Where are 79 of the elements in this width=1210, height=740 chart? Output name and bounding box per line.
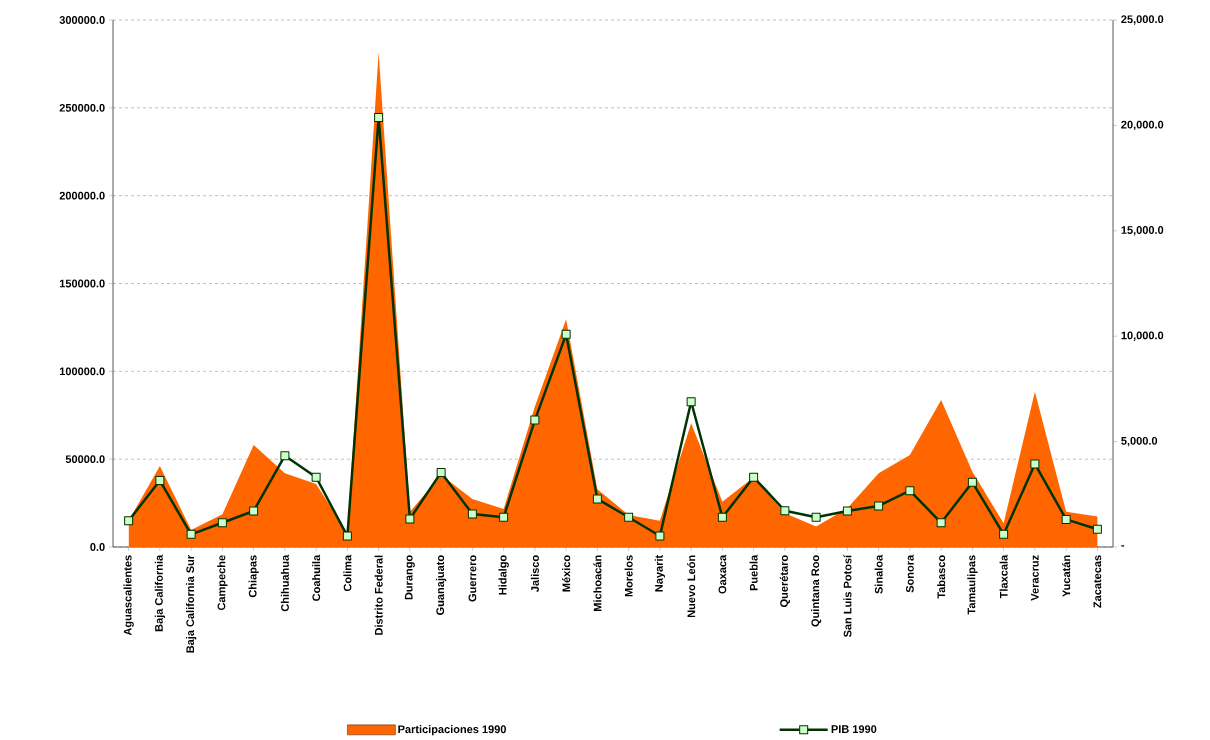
x-tick-label: México [562,555,571,592]
point [780,506,790,516]
point [561,329,571,339]
point [749,472,759,482]
point [655,531,665,541]
x-tick-label: Sonora [906,554,914,593]
point [217,518,227,528]
x-tick-label: Morelos [624,555,633,597]
x-tick-label: Chihuahua [280,554,289,612]
point [936,518,946,528]
x-tick-label: Jalisco [530,555,539,592]
x-tick-label: Nayarit [654,555,665,592]
point [999,529,1009,539]
y2-tick-label: 20,000.0 [1121,120,1164,131]
legend-label: PIB 1990 [831,725,877,733]
x-tick-label: Coahuila [312,554,321,601]
x-tick-label: Campeche [217,555,228,611]
y-tick-label: 250000.0 [59,103,105,112]
point [1061,514,1071,524]
point [1092,524,1102,534]
point [436,467,446,477]
y2-tick-label: - [1121,545,1125,547]
x-tick-label: Durango [404,555,415,600]
x-tick-label: Zacatecas [1093,555,1102,608]
point [686,397,696,407]
point [249,506,259,516]
x-tick-label: Aguascalientes [123,555,134,636]
x-tick-label: Baja California [154,554,165,632]
x-tick-label: Baja California Sur [186,555,197,653]
y-tick-label: 0.0 [90,543,105,551]
y-tick-label: 200000.0 [59,191,105,200]
x-tick-label: Distrito Federal [374,555,383,635]
x-tick-label: Veracruz [1031,555,1039,601]
point [155,476,165,486]
point [624,512,634,522]
y2-tick-label: 15,000.0 [1121,226,1164,236]
x-tick-label: Querétaro [779,555,790,607]
point [499,512,509,522]
x-tick-label: Michoacán [593,555,602,611]
point [717,512,727,522]
point [405,514,415,524]
x-tick-label: Quintana Roo [811,555,822,627]
x-tick-label: Chiapas [248,555,259,598]
x-tick-label: Tabasco [937,555,946,599]
x-tick-label: Puebla [749,554,758,591]
x-tick-label: Guanajuato [436,555,447,615]
x-tick-label: Oaxaca [718,554,727,594]
point [280,451,290,461]
y2-tick-label: 25,000.0 [1121,15,1164,25]
point [186,529,196,539]
x-tick-label: San Luis Potosí [843,554,852,638]
y-tick-label: 100000.0 [59,367,105,376]
point [311,472,321,482]
point [842,506,852,516]
point [342,531,352,541]
point [874,501,884,511]
point [467,509,477,519]
legend-label: Participaciones 1990 [398,725,506,736]
point [592,494,602,504]
x-tick-label: Guerrero [468,555,477,602]
point [905,486,915,496]
point [811,512,821,522]
point [374,112,384,122]
x-tick-label: Hidalgo [498,555,509,595]
x-tick-label: Sinaloa [874,554,883,594]
point [1030,459,1040,469]
x-tick-label: Tamaulipas [967,555,978,615]
point [124,516,134,526]
y-tick-label: 50000.0 [65,455,105,464]
y-tick-label: 150000.0 [59,279,105,288]
x-tick-label: Tlaxcala [999,554,1008,599]
x-tick-label: Colima [343,554,352,592]
y2-tick-label: 10,000.0 [1121,331,1164,341]
point [967,477,977,487]
y-tick-label: 300000.0 [59,16,105,24]
y2-tick-label: 5,000.0 [1121,436,1158,447]
x-tick-label: Yucatán [1062,555,1071,597]
point [530,415,540,425]
x-tick-label: Nuevo León [687,555,696,618]
